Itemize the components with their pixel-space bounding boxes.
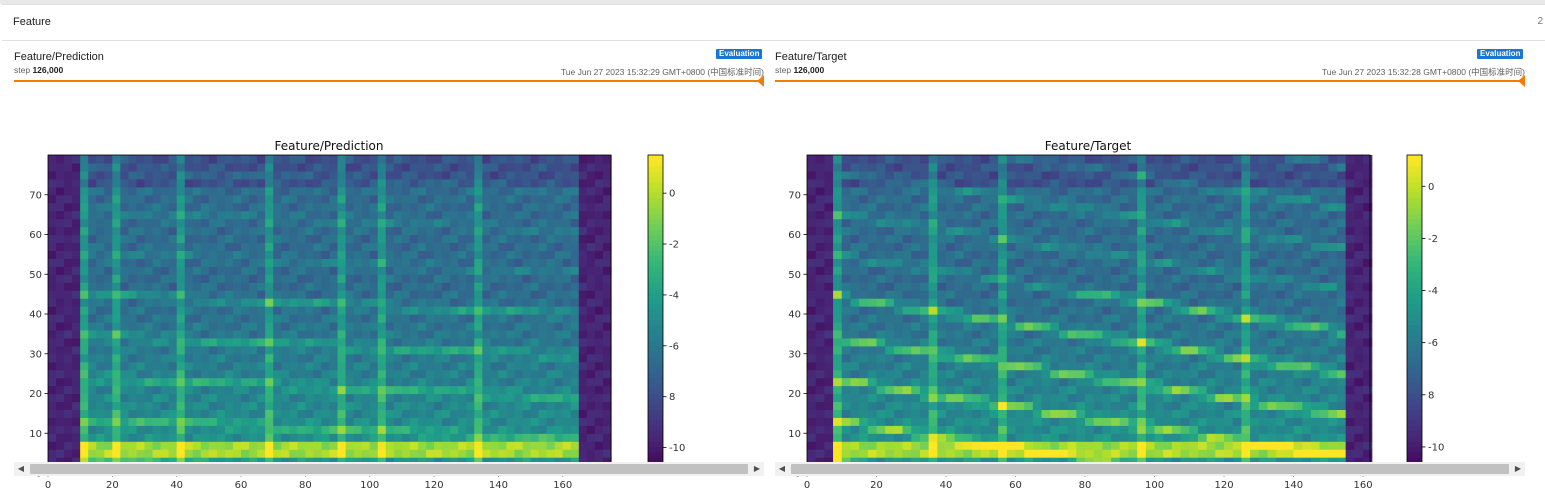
y-tick-label: 70 (788, 190, 801, 201)
run-badge[interactable]: Evaluation (1477, 49, 1524, 59)
colorbar-tick-label: -4 (1428, 286, 1438, 297)
section-header[interactable]: Feature 2 (2, 4, 1545, 41)
colorbar-tick-label: -10 (669, 443, 685, 454)
y-tick-label: 70 (29, 190, 42, 201)
x-tick-label: 120 (1214, 480, 1233, 491)
x-tick-label: 80 (299, 480, 312, 491)
x-tick-label: 60 (235, 480, 248, 491)
card-timestamp: Tue Jun 27 2023 15:32:29 GMT+0800 (中国标准时… (560, 67, 764, 77)
y-tick-label: 30 (788, 349, 801, 360)
x-tick-label: 140 (489, 480, 508, 491)
step-slider-track[interactable] (775, 80, 1523, 82)
colorbar-tick-label: 0 (669, 189, 675, 200)
card-timestamp: Tue Jun 27 2023 15:32:28 GMT+0800 (中国标准时… (1321, 67, 1525, 77)
colorbar-tick-label: -2 (669, 240, 679, 251)
scroll-right-icon[interactable]: ▶ (753, 464, 761, 473)
card-title: Feature/Prediction (14, 51, 104, 63)
colorbar-tick-label: 8 (669, 392, 675, 403)
y-tick-label: 60 (29, 230, 42, 241)
section-card-count: 2 (1537, 16, 1543, 27)
heatmap-chart: Feature/Target 0 20 40 60 80 100 120 140 160 0 10 20… (788, 139, 1444, 491)
chart-title: Feature/Prediction (274, 139, 383, 153)
colorbar-tick-label: -6 (1428, 338, 1438, 349)
x-tick-label: 0 (45, 480, 51, 491)
colorbar (648, 155, 663, 474)
x-tick-label: 140 (1284, 480, 1303, 491)
card-step: step 126,000 (14, 65, 64, 75)
y-tick-label: 10 (788, 429, 801, 440)
y-tick-label: 50 (29, 270, 42, 281)
x-tick-label: 160 (1354, 480, 1373, 491)
y-tick-label: 30 (29, 349, 42, 360)
x-tick-label: 40 (170, 480, 183, 491)
horizontal-scrollbar[interactable]: ◀ ▶ (775, 462, 1525, 476)
heatmap-plot: Feature/Prediction 0 20 40 60 80 100 120 140 160 0… (2, 90, 764, 491)
colorbar-tick-label: -6 (669, 341, 679, 352)
section-title: Feature (13, 16, 51, 28)
y-tick-label: 20 (29, 389, 42, 400)
heatmap-chart: Feature/Prediction 0 20 40 60 80 100 120 140 160 0… (29, 139, 685, 491)
x-tick-label: 0 (804, 480, 810, 491)
run-badge[interactable]: Evaluation (716, 49, 763, 59)
scrollbar-thumb[interactable] (30, 464, 748, 474)
scroll-right-icon[interactable]: ▶ (1514, 464, 1522, 473)
x-tick-label: 80 (1079, 480, 1092, 491)
scrollbar-thumb[interactable] (791, 464, 1509, 474)
colorbar-tick-label: 8 (1428, 390, 1434, 401)
y-tick-label: 60 (788, 230, 801, 241)
y-tick-label: 20 (788, 389, 801, 400)
colorbar-tick-label: 0 (1428, 182, 1434, 193)
heatmap-plot: Feature/Target 0 20 40 60 80 100 120 140 160 0 10 20… (763, 90, 1525, 491)
x-tick-label: 20 (106, 480, 119, 491)
horizontal-scrollbar[interactable]: ◀ ▶ (14, 462, 764, 476)
scroll-left-icon[interactable]: ◀ (17, 464, 25, 473)
heatmap-cells (48, 155, 612, 474)
colorbar-tick-label: -10 (1428, 442, 1444, 453)
x-tick-label: 100 (360, 480, 379, 491)
card-step: step 126,000 (775, 65, 825, 75)
y-tick-label: 50 (788, 270, 801, 281)
x-tick-label: 20 (870, 480, 883, 491)
y-tick-label: 10 (29, 429, 42, 440)
card-title: Feature/Target (775, 51, 847, 63)
colorbar-tick-label: -2 (1428, 234, 1438, 245)
top-divider (0, 0, 1545, 4)
x-tick-label: 120 (425, 480, 444, 491)
scroll-left-icon[interactable]: ◀ (778, 464, 786, 473)
colorbar (1407, 155, 1422, 474)
x-tick-label: 160 (553, 480, 572, 491)
image-card-prediction: Feature/Prediction step 126,000 Evaluati… (2, 40, 764, 496)
colorbar-tick-label: -4 (669, 290, 679, 301)
step-slider-handle[interactable] (757, 75, 764, 87)
heatmap-cells (807, 155, 1373, 474)
y-tick-label: 40 (788, 310, 801, 321)
chart-title: Feature/Target (1045, 139, 1132, 153)
x-tick-label: 100 (1145, 480, 1164, 491)
step-slider-handle[interactable] (1518, 75, 1525, 87)
y-tick-label: 40 (29, 310, 42, 321)
x-tick-label: 40 (940, 480, 953, 491)
image-card-target: Feature/Target step 126,000 Evaluation T… (763, 40, 1525, 496)
step-slider-track[interactable] (14, 80, 762, 82)
x-tick-label: 60 (1009, 480, 1022, 491)
